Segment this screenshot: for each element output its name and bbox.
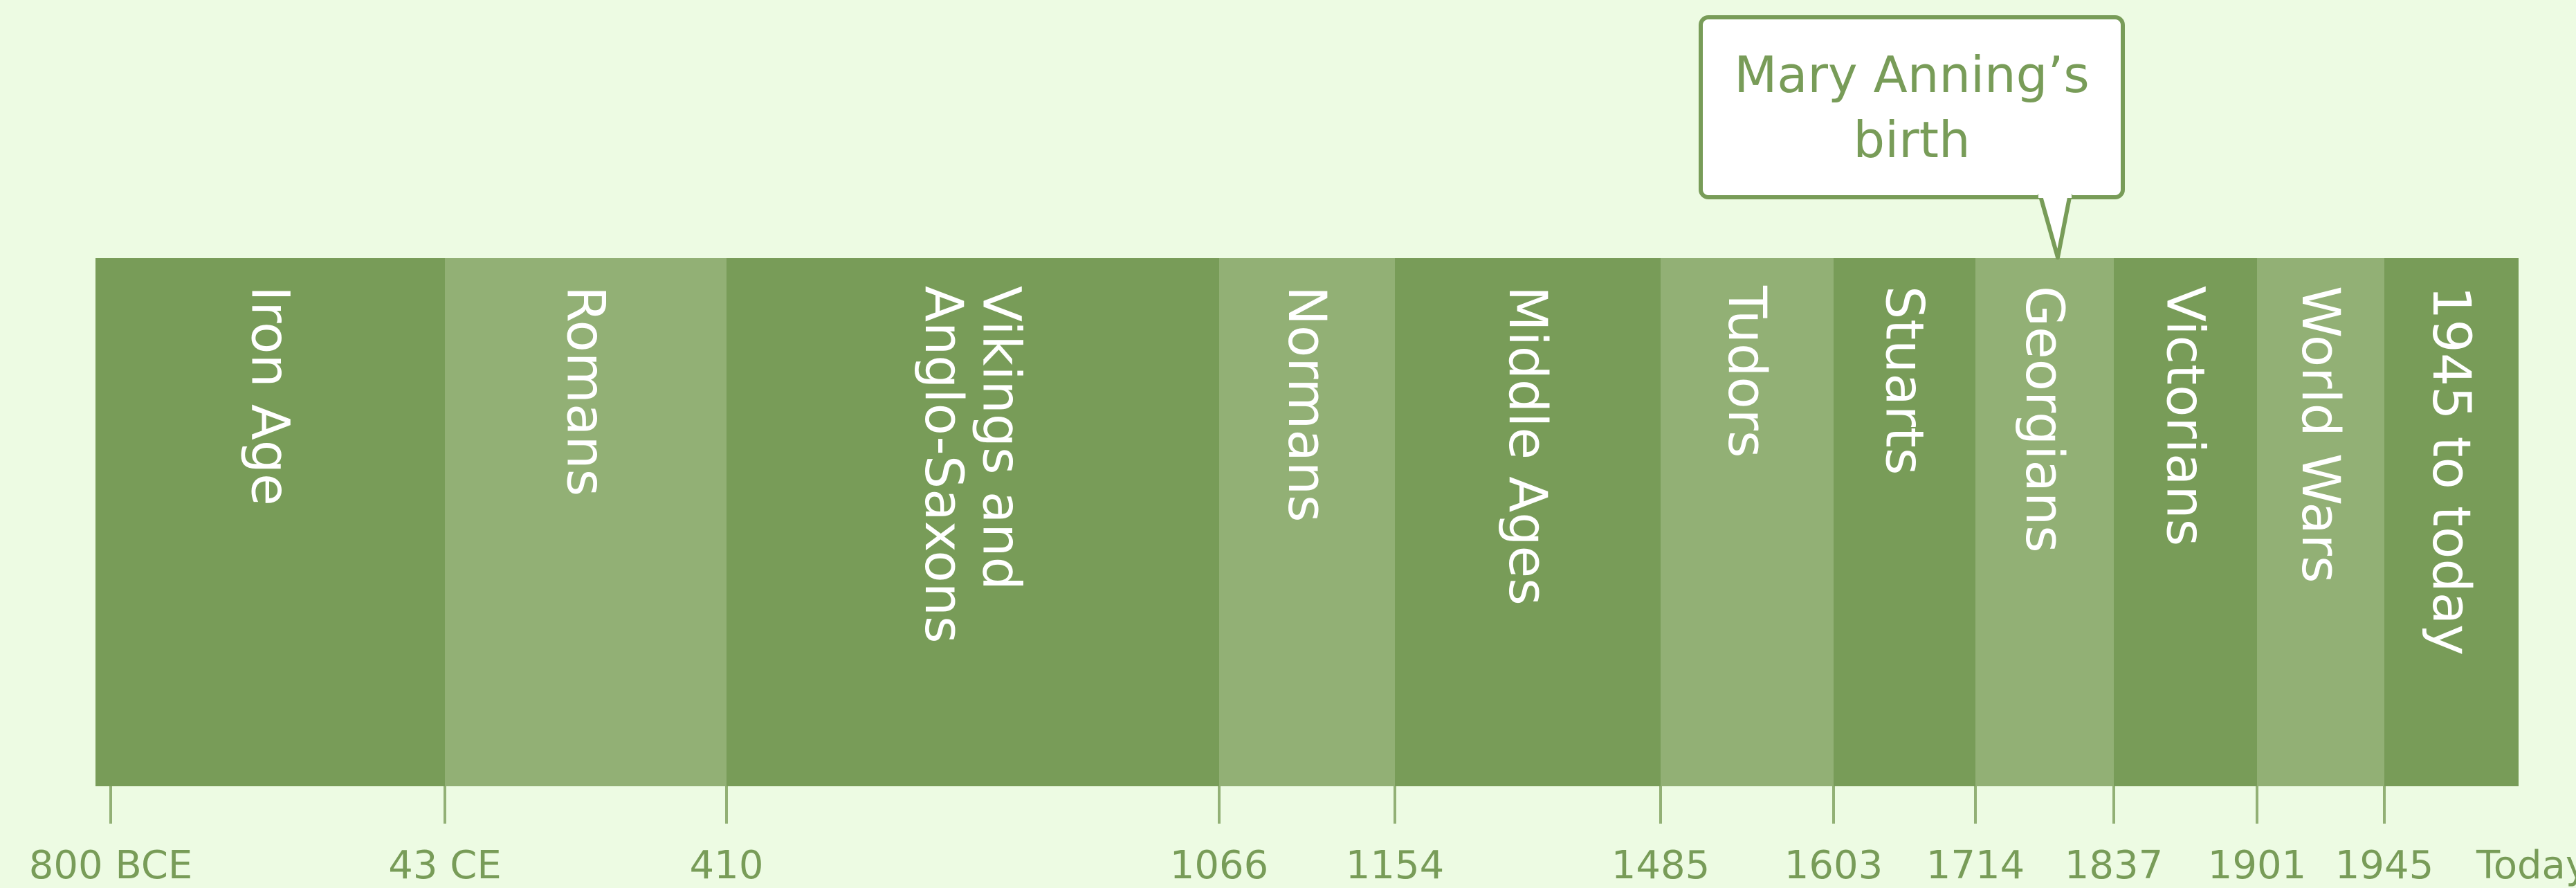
date-label: 1837 xyxy=(2064,843,2164,888)
period-band: Tudors xyxy=(1661,258,1834,786)
period-band: Iron Age xyxy=(95,258,445,786)
period-label: Romans xyxy=(555,286,617,497)
period-band: Georgians xyxy=(1975,258,2114,786)
date-label: 43 CE xyxy=(388,843,502,888)
period-band: Romans xyxy=(445,258,727,786)
date-label: 1603 xyxy=(1784,843,1883,888)
date-label: 1066 xyxy=(1169,843,1269,888)
period-label: Tudors xyxy=(1716,286,1778,458)
period-label: Stuarts xyxy=(1874,286,1936,475)
callout-label: Mary Anning’s birth xyxy=(1734,46,2090,169)
period-band: 1945 to today xyxy=(2384,258,2519,786)
date-label: 1945 xyxy=(2335,843,2434,888)
period-label: Middle Ages xyxy=(1497,286,1559,606)
date-label: 1901 xyxy=(2207,843,2307,888)
date-tick xyxy=(1394,786,1396,824)
period-band: Normans xyxy=(1219,258,1395,786)
date-label: Today xyxy=(2476,843,2576,888)
callout-pointer-icon xyxy=(2038,194,2072,260)
period-label: Georgians xyxy=(2013,286,2076,553)
date-tick xyxy=(1832,786,1835,824)
date-label: 1485 xyxy=(1611,843,1710,888)
date-tick xyxy=(444,786,446,824)
date-tick xyxy=(2383,786,2386,824)
period-band: Victorians xyxy=(2114,258,2257,786)
date-tick xyxy=(725,786,728,824)
date-tick xyxy=(2256,786,2258,824)
period-label: 1945 to today xyxy=(2420,286,2483,656)
period-band: Middle Ages xyxy=(1395,258,1661,786)
period-band: World Wars xyxy=(2257,258,2384,786)
period-label: Victorians xyxy=(2155,286,2217,547)
date-label: 1714 xyxy=(1926,843,2025,888)
date-label: 1154 xyxy=(1345,843,1445,888)
date-tick xyxy=(2112,786,2115,824)
period-label: World Wars xyxy=(2290,286,2352,583)
period-band: Vikings and Anglo-Saxons xyxy=(727,258,1219,786)
period-label: Normans xyxy=(1276,286,1338,523)
period-label: Vikings and Anglo-Saxons xyxy=(913,286,1033,644)
date-tick xyxy=(109,786,112,824)
period-label: Iron Age xyxy=(239,286,302,506)
date-label: 410 xyxy=(689,843,764,888)
date-tick xyxy=(1659,786,1662,824)
date-label: 800 BCE xyxy=(28,843,193,888)
period-band: Stuarts xyxy=(1834,258,1975,786)
mary-anning-birth-callout: Mary Anning’s birth xyxy=(1699,15,2125,199)
date-tick xyxy=(1974,786,1977,824)
date-tick xyxy=(1218,786,1221,824)
